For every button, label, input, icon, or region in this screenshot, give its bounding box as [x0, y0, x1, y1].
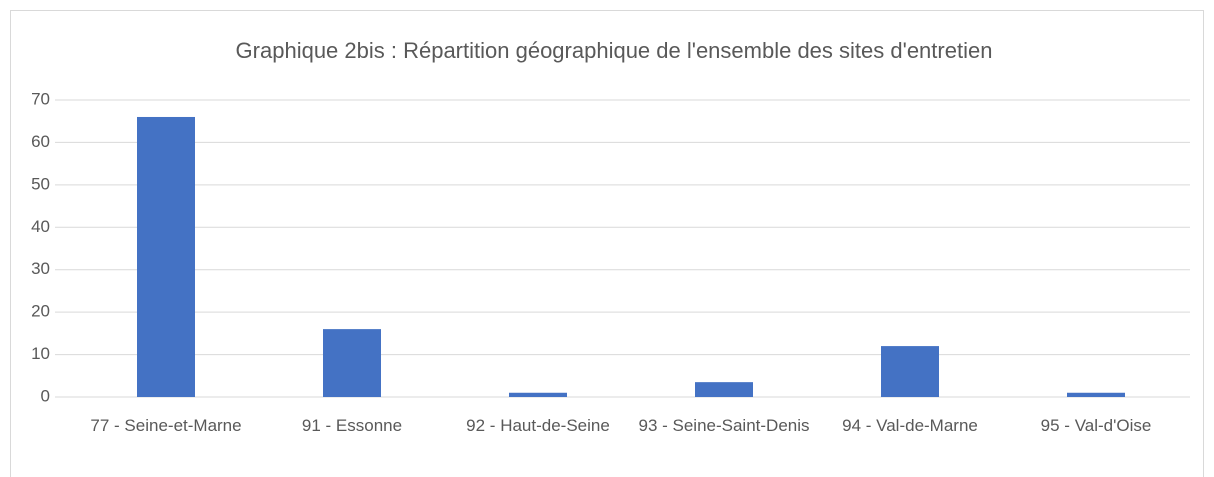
x-tick-label: 91 - Essonne [301, 416, 403, 435]
x-tick-label: 95 - Val-d'Oise [1040, 416, 1152, 435]
x-tick-label: 94 - Val-de-Marne [842, 416, 978, 435]
y-tick-label: 0 [41, 386, 50, 405]
bar [695, 382, 753, 397]
y-tick-label: 70 [31, 89, 50, 108]
y-tick-label: 50 [31, 174, 50, 193]
bar [881, 346, 939, 397]
x-tick-label: 92 - Haut-de-Seine [466, 416, 610, 435]
bar [323, 329, 381, 397]
y-tick-label: 10 [31, 344, 50, 363]
bar [1067, 392, 1125, 397]
chart-frame [10, 10, 1204, 477]
y-tick-label: 20 [31, 302, 50, 321]
y-tick-label: 30 [31, 259, 50, 278]
y-tick-label: 40 [31, 217, 50, 236]
bar [137, 116, 195, 397]
x-tick-label: 77 - Seine-et-Marne [90, 416, 242, 435]
x-tick-label: 93 - Seine-Saint-Denis [638, 416, 810, 435]
bar [509, 392, 567, 397]
chart-title: Graphique 2bis : Répartition géographiqu… [236, 38, 993, 63]
y-tick-label: 60 [31, 132, 50, 151]
